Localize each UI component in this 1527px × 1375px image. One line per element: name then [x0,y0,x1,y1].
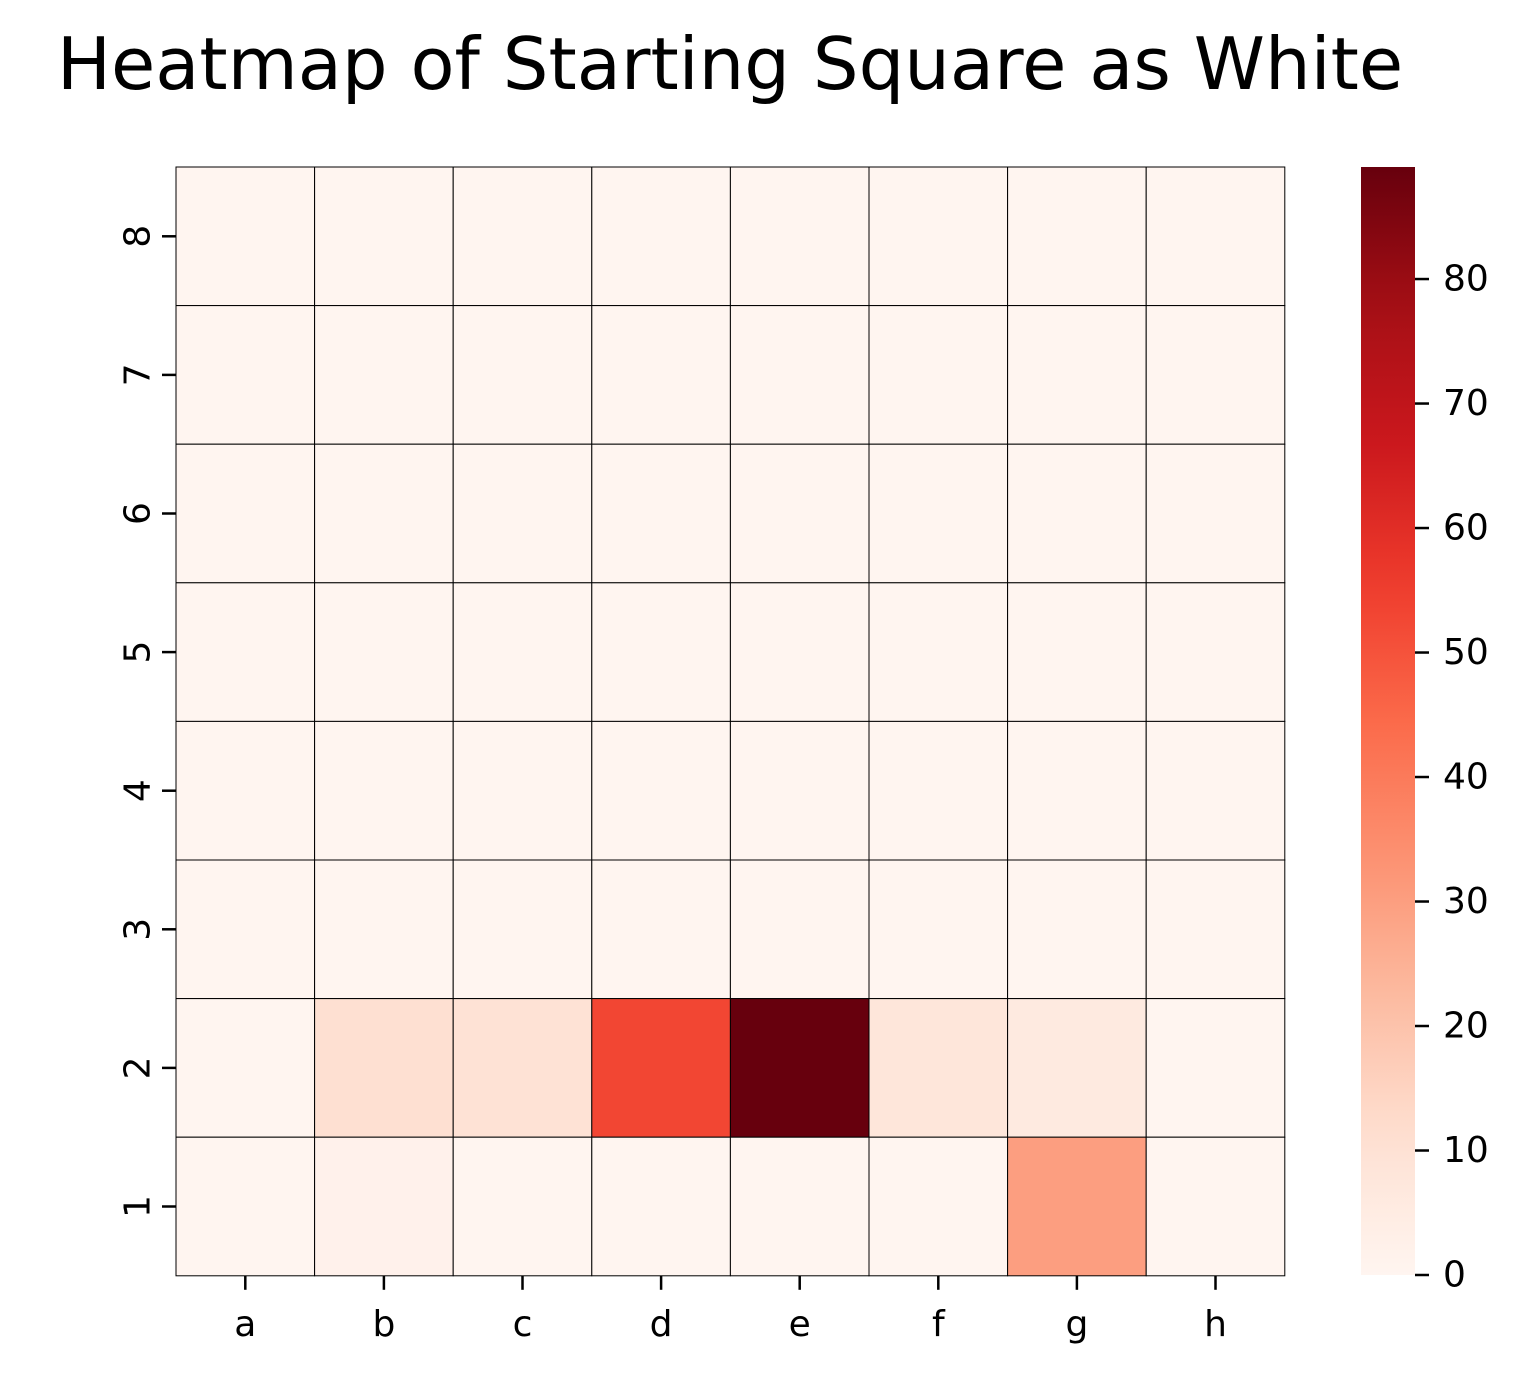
x-tick-label: c [513,1304,533,1345]
heatmap-cell-g2 [1007,998,1147,1138]
colorbar-tick-label: 40 [1443,757,1489,798]
heatmap-cell-c5 [452,582,593,722]
heatmap-cell-a4 [175,720,316,861]
y-tick-label: 5 [118,641,159,664]
heatmap-cell-h5 [1145,582,1286,722]
heatmap-cell-c1 [452,1136,593,1277]
heatmap-cell-c4 [452,720,593,861]
heatmap-cell-e1 [729,1136,870,1277]
heatmap-cell-c8 [452,166,593,307]
x-tick-label: a [234,1304,256,1345]
heatmap-cell-d8 [591,166,731,307]
heatmap-cell-b4 [314,720,454,861]
heatmap-cell-e7 [729,305,870,445]
x-axis: a b c d e f g h [234,1275,1227,1345]
heatmap-cell-f3 [868,859,1009,1000]
heatmap-cell-a1 [175,1136,316,1277]
heatmap-cell-c7 [452,305,593,445]
heatmap-cell-g1 [1007,1136,1147,1277]
heatmap-cell-e8 [729,166,870,307]
colorbar-tick-label: 80 [1443,259,1489,300]
x-tick-label: d [650,1304,673,1345]
colorbar-ticks: 0 10 20 30 40 50 60 70 80 [1415,259,1489,1296]
y-tick-label: 2 [118,1056,159,1079]
heatmap-cell-h6 [1145,443,1286,584]
chart-title: Heatmap of Starting Square as White [56,22,1404,106]
heatmap-cell-f6 [868,443,1009,584]
y-tick-label: 7 [118,363,159,386]
heatmap-cell-f4 [868,720,1009,861]
colorbar-tick-label: 20 [1443,1006,1489,1047]
heatmap-cell-h8 [1145,166,1286,307]
heatmap-cell-h2 [1145,998,1286,1138]
y-axis: 8 7 6 5 4 3 2 1 [118,225,176,1218]
colorbar-tick-label: 0 [1443,1255,1466,1296]
heatmap-cell-d2 [591,998,731,1138]
heatmap-cell-f5 [868,582,1009,722]
heatmap-cell-g7 [1007,305,1147,445]
heatmap-cell-c2 [452,998,593,1138]
heatmap-cell-e6 [729,443,870,584]
colorbar-tick-label: 60 [1443,508,1489,549]
colorbar-tick-label: 10 [1443,1130,1489,1171]
heatmap-cell-g4 [1007,720,1147,861]
heatmap-cell-d1 [591,1136,731,1277]
x-tick-label: b [372,1304,395,1345]
heatmap-cell-b3 [314,859,454,1000]
heatmap-cell-d5 [591,582,731,722]
y-tick-label: 6 [118,502,159,525]
heatmap-cell-d3 [591,859,731,1000]
x-tick-label: g [1065,1304,1088,1345]
heatmap-cell-g8 [1007,166,1147,307]
heatmap-cell-a2 [175,998,316,1138]
colorbar-tick-label: 70 [1443,383,1489,424]
heatmap-cell-a3 [175,859,316,1000]
heatmap-cell-h4 [1145,720,1286,861]
colorbar-tick-label: 30 [1443,881,1489,922]
colorbar [1361,167,1415,1275]
heatmap-cell-b7 [314,305,454,445]
heatmap-cell-e2 [729,998,870,1138]
heatmap-cell-g3 [1007,859,1147,1000]
heatmap-cell-a7 [175,305,316,445]
x-tick-label: f [932,1304,946,1345]
heatmap-cell-a8 [175,166,316,307]
x-tick-label: h [1204,1304,1227,1345]
y-tick-label: 4 [118,779,159,802]
colorbar-tick-label: 50 [1443,632,1489,673]
heatmap-cell-a6 [175,443,316,584]
heatmap-cell-f1 [868,1136,1009,1277]
heatmap-cell-b8 [314,166,454,307]
heatmap-cell-f8 [868,166,1009,307]
heatmap-cell-h3 [1145,859,1286,1000]
heatmap-cell-g5 [1007,582,1147,722]
heatmap-cell-a5 [175,582,316,722]
heatmap-cell-b5 [314,582,454,722]
heatmap-cell-b1 [314,1136,454,1277]
heatmap-cell-e4 [729,720,870,861]
heatmap-cell-b6 [314,443,454,584]
heatmap-cell-h7 [1145,305,1286,445]
heatmap-cell-c3 [452,859,593,1000]
y-tick-label: 3 [118,918,159,941]
heatmap-cell-h1 [1145,1136,1286,1277]
heatmap-cell-f2 [868,998,1009,1138]
heatmap-cell-c6 [452,443,593,584]
heatmap-cell-g6 [1007,443,1147,584]
heatmap-cell-f7 [868,305,1009,445]
heatmap-cell-d4 [591,720,731,861]
x-tick-label: e [789,1304,811,1345]
heatmap-cell-e5 [729,582,870,722]
heatmap-cell-b2 [314,998,454,1138]
y-tick-label: 8 [118,225,159,248]
heatmap-cell-d6 [591,443,731,584]
y-tick-label: 1 [118,1195,159,1218]
heatmap-cell-e3 [729,859,870,1000]
heatmap-cell-d7 [591,305,731,445]
heatmap-cells [175,166,1286,1277]
